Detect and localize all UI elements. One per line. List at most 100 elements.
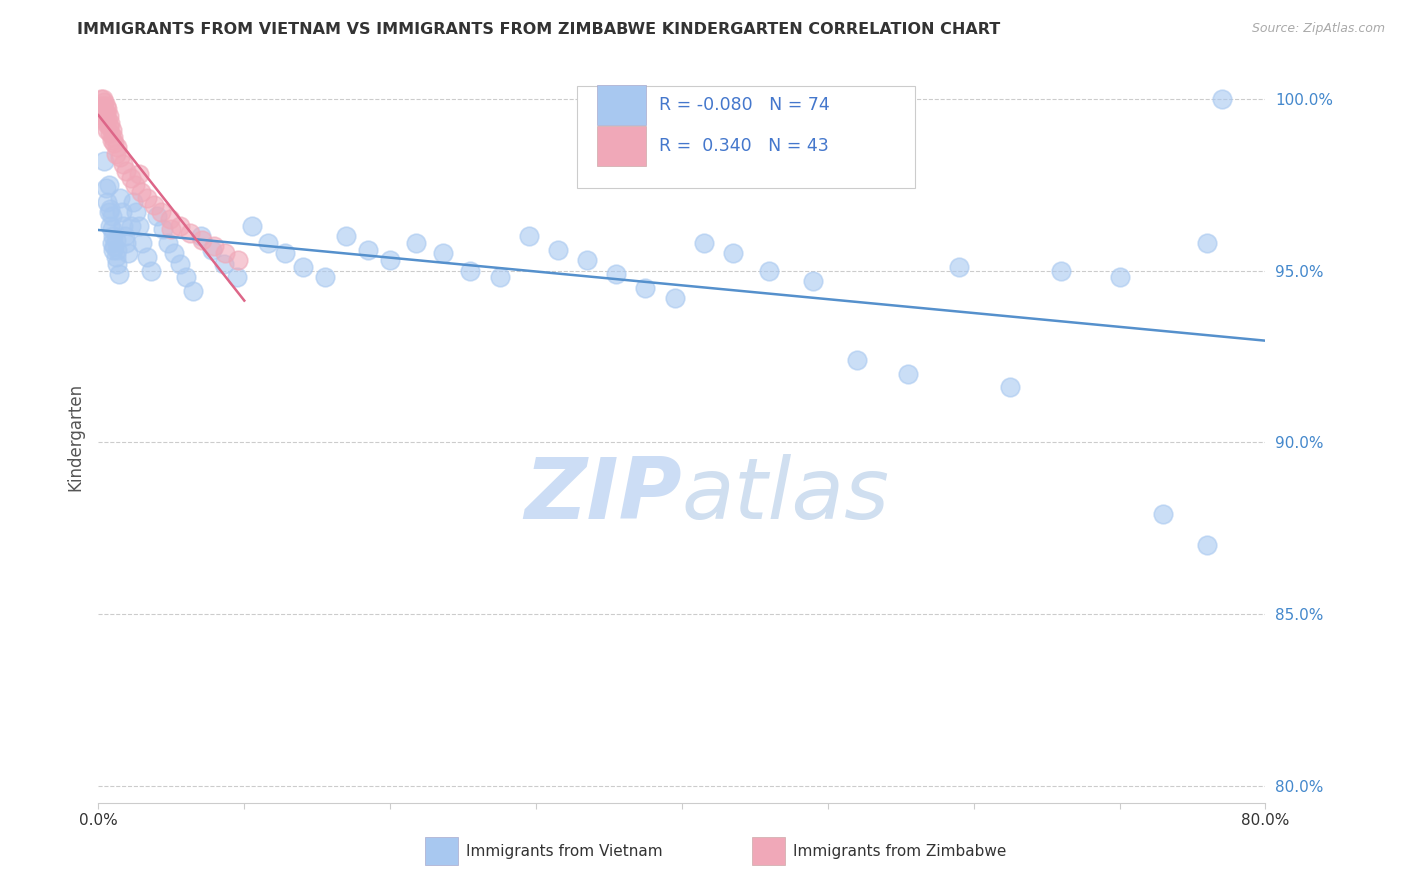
Point (357, 243, 380, 257)
Point (948, 260, 970, 274)
Point (201, 243, 224, 257)
Point (91, 109, 114, 123)
Point (105, 140, 128, 154)
Point (100, 122, 122, 136)
FancyBboxPatch shape (576, 86, 915, 188)
Point (226, 270, 249, 285)
Point (100, 235, 122, 250)
Point (152, 222, 174, 236)
Point (160, 222, 183, 236)
Point (664, 291, 686, 305)
Point (212, 257, 235, 271)
Point (100, 222, 122, 236)
Point (96, 112, 118, 127)
Point (97, 178, 120, 192)
Point (97, 109, 120, 123)
Point (432, 246, 454, 260)
Point (139, 263, 162, 277)
Point (634, 281, 657, 295)
Point (98, 219, 121, 233)
Point (98, 126, 121, 140)
Point (117, 246, 139, 260)
Point (91, 92, 114, 106)
Point (112, 157, 135, 171)
Point (128, 219, 150, 233)
Point (202, 239, 225, 253)
Point (169, 257, 191, 271)
Point (128, 167, 150, 181)
Point (1108, 270, 1130, 285)
Point (103, 136, 125, 151)
FancyBboxPatch shape (596, 126, 645, 167)
Point (110, 150, 132, 164)
Point (150, 205, 173, 219)
Point (693, 235, 716, 250)
Point (115, 235, 138, 250)
Point (96, 102, 118, 116)
Point (274, 246, 297, 260)
Text: IMMIGRANTS FROM VIETNAM VS IMMIGRANTS FROM ZIMBABWE KINDERGARTEN CORRELATION CHA: IMMIGRANTS FROM VIETNAM VS IMMIGRANTS FR… (77, 22, 1001, 37)
Point (93, 112, 115, 127)
Point (104, 250, 127, 264)
Point (98, 116, 121, 130)
Point (120, 219, 142, 233)
Point (94, 181, 117, 195)
Point (94, 98, 117, 112)
Point (111, 205, 134, 219)
Text: ZIP: ZIP (524, 454, 682, 537)
Point (131, 235, 153, 250)
Point (1050, 263, 1073, 277)
Text: R =  0.340   N = 43: R = 0.340 N = 43 (658, 137, 828, 155)
Point (517, 229, 540, 244)
Point (801, 274, 824, 288)
Point (135, 191, 157, 205)
Point (110, 191, 132, 205)
Point (897, 367, 920, 381)
Point (256, 235, 278, 250)
Point (380, 253, 402, 268)
Point (135, 250, 157, 264)
Point (1195, 235, 1218, 250)
Point (191, 233, 214, 247)
Point (122, 194, 145, 209)
Point (240, 219, 263, 233)
Point (125, 205, 148, 219)
Text: R = -0.080   N = 74: R = -0.080 N = 74 (658, 95, 830, 113)
Point (89, 98, 111, 112)
Point (605, 267, 627, 281)
Point (104, 233, 127, 247)
Point (721, 246, 744, 260)
Point (181, 284, 204, 298)
Point (758, 263, 780, 277)
Point (1152, 508, 1174, 522)
Point (335, 229, 357, 244)
Y-axis label: Kindergarten: Kindergarten (66, 383, 84, 491)
Point (314, 270, 336, 285)
Point (94, 116, 117, 130)
Point (104, 146, 127, 161)
Point (228, 253, 250, 268)
Point (460, 263, 482, 277)
Point (159, 212, 181, 227)
Point (405, 235, 427, 250)
Point (90, 92, 112, 106)
Point (93, 153, 115, 168)
Point (97, 120, 120, 134)
FancyBboxPatch shape (596, 85, 645, 125)
Point (146, 209, 169, 223)
Point (91, 98, 114, 112)
Point (998, 380, 1021, 394)
Point (120, 170, 142, 185)
Point (93, 102, 115, 116)
Point (96, 122, 118, 136)
Point (214, 246, 236, 260)
Point (101, 229, 124, 244)
Text: atlas: atlas (682, 454, 890, 537)
Point (190, 229, 212, 244)
Point (100, 133, 122, 147)
Point (90, 102, 112, 116)
Point (100, 209, 122, 223)
Point (1211, 92, 1233, 106)
FancyBboxPatch shape (425, 838, 458, 865)
Point (108, 267, 131, 281)
